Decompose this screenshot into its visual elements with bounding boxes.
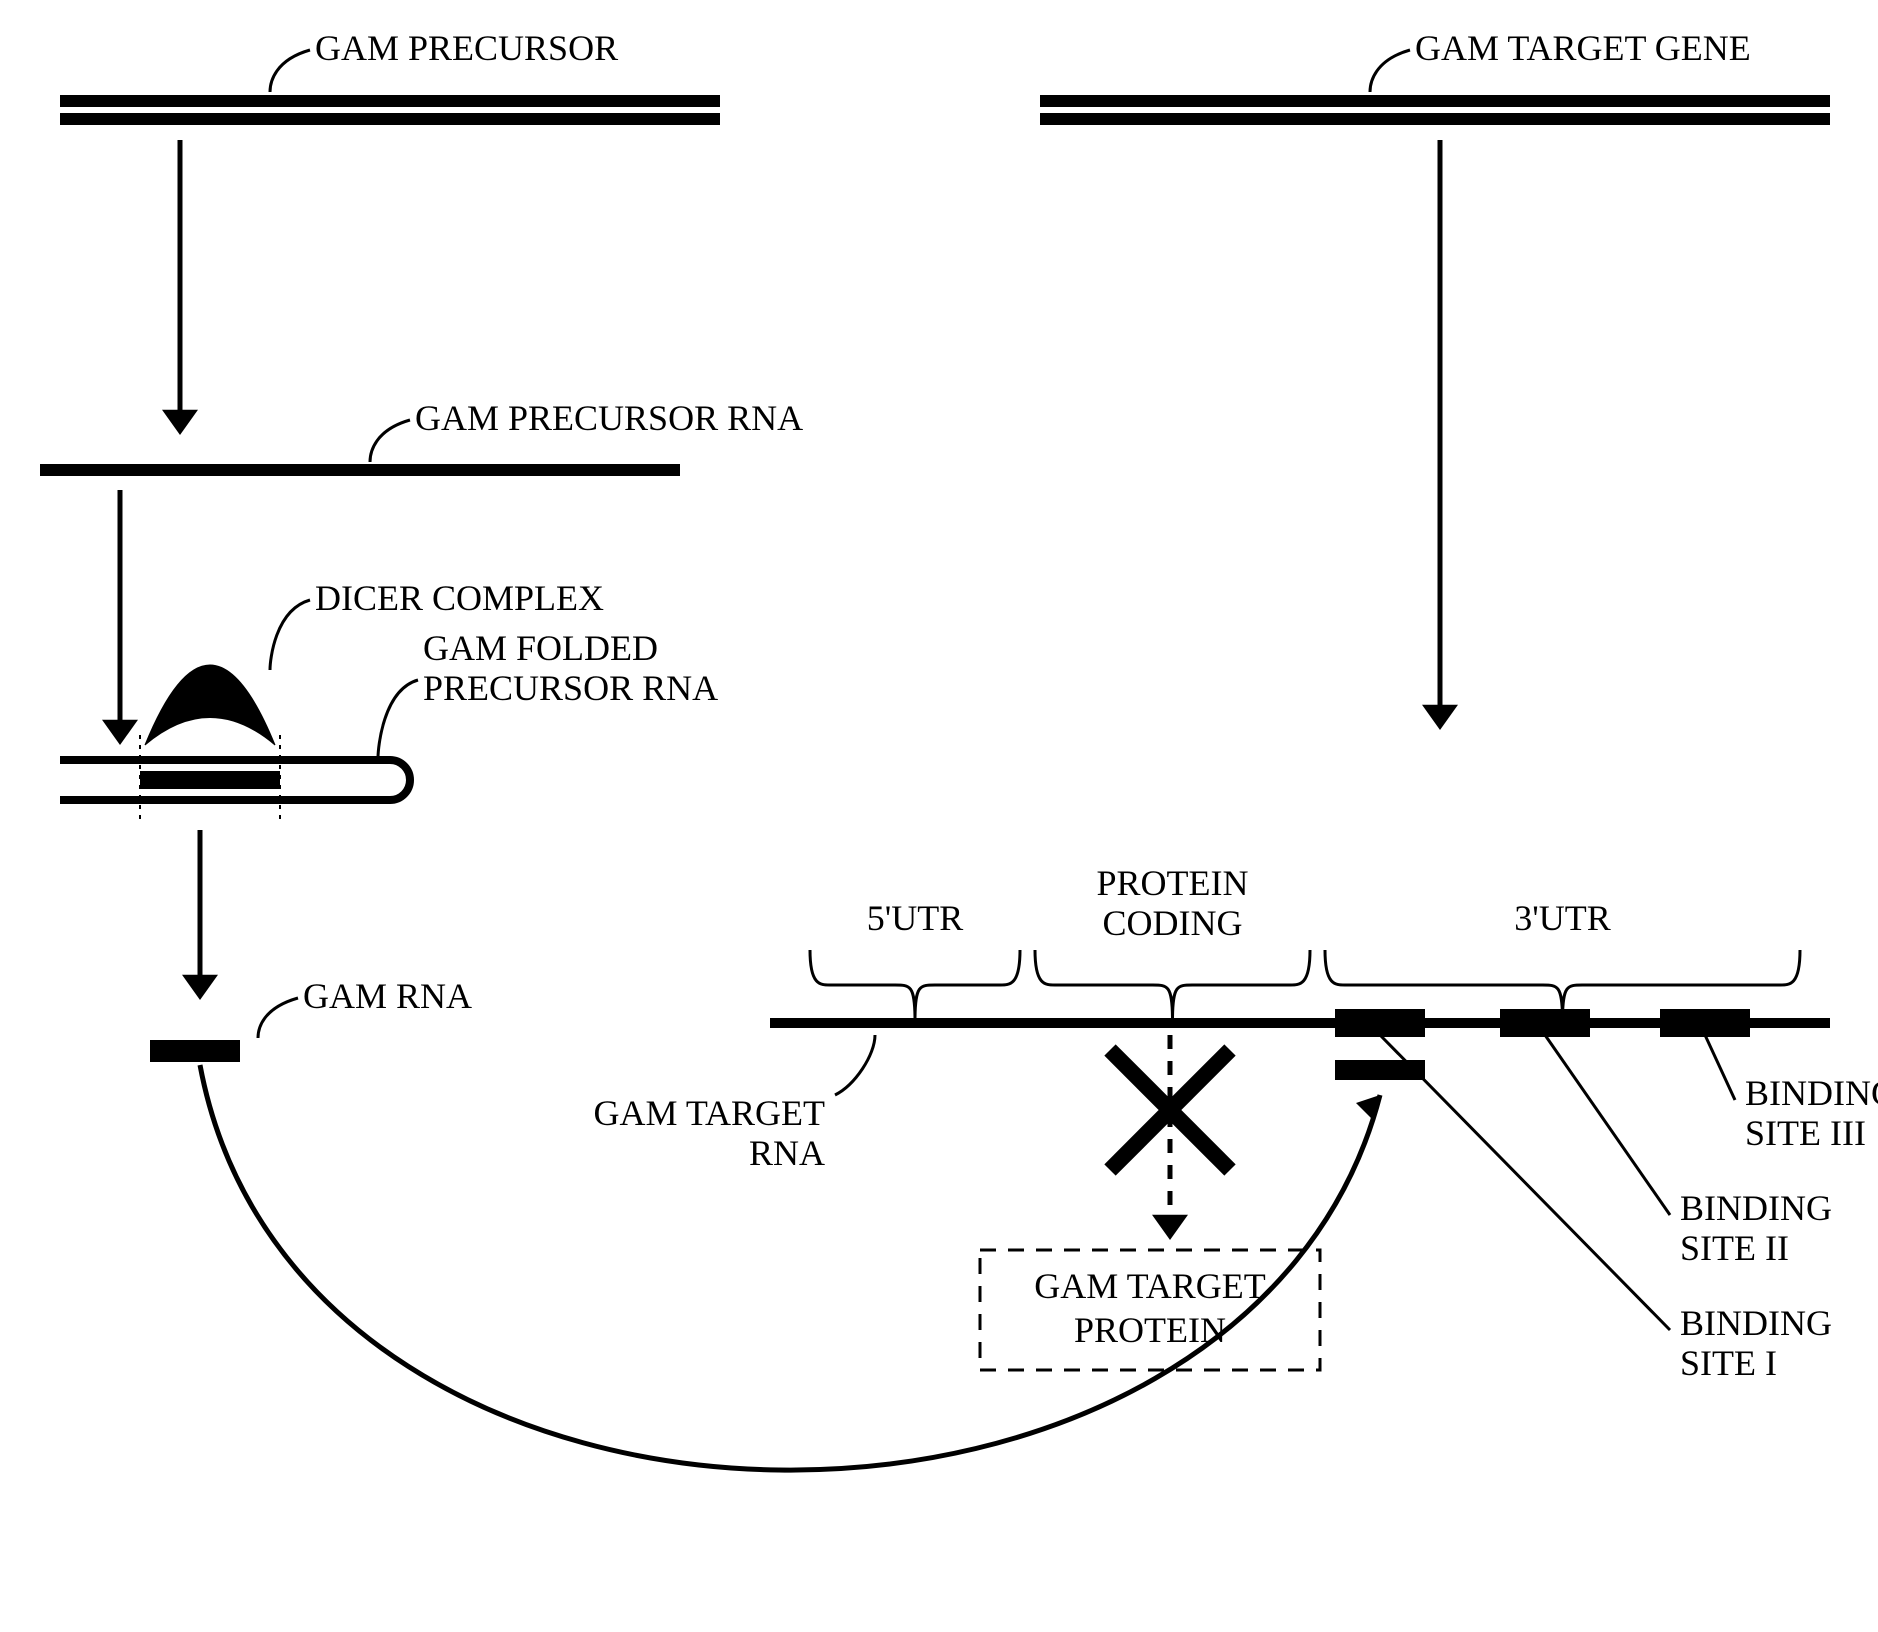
gam-rna-bar	[150, 1040, 240, 1062]
label-gam-target-gene: GAM TARGET GENE	[1415, 28, 1751, 68]
leader-gam-precursor-rna	[370, 420, 410, 462]
leader-gam-target-rna	[835, 1035, 875, 1095]
leader-folded-rna	[378, 680, 418, 758]
label-5utr: 5'UTR	[867, 898, 964, 938]
dicer-complex-icon	[145, 665, 275, 745]
label-bs1-l1: BINDING	[1680, 1303, 1832, 1343]
brace-icon	[810, 950, 1020, 1020]
label-folded-rna-l1: GAM FOLDED	[423, 628, 658, 668]
label-protein-coding-l2: CODING	[1103, 903, 1243, 943]
label-gam-target-rna-l2: RNA	[749, 1133, 825, 1173]
arrowhead-icon	[162, 410, 198, 435]
leader-bs2	[1545, 1035, 1670, 1215]
hairpin-duplex-bar	[140, 771, 280, 789]
arrowhead-icon	[102, 720, 138, 745]
label-protein-coding-l1: PROTEIN	[1097, 863, 1249, 903]
leader-bs1	[1380, 1035, 1670, 1330]
diagram-canvas: GAM PRECURSOR GAM TARGET GENE GAM PRECURSO…	[0, 0, 1878, 1632]
label-bs3-l2: SITE III	[1745, 1113, 1866, 1153]
arrowhead-icon	[1356, 1095, 1380, 1121]
label-bs2-l1: BINDING	[1680, 1188, 1832, 1228]
binding-site-3-block	[1660, 1009, 1750, 1037]
leader-dicer	[270, 600, 310, 670]
binding-site-1-block	[1335, 1009, 1425, 1037]
label-gam-target-protein-l2: PROTEIN	[1074, 1310, 1226, 1350]
brace-icon	[1035, 950, 1310, 1020]
arrowhead-icon	[1152, 1215, 1188, 1240]
bound-gam-rna-bar	[1335, 1060, 1425, 1080]
label-bs1-l2: SITE I	[1680, 1343, 1777, 1383]
leader-bs3	[1705, 1035, 1735, 1100]
label-gam-target-protein-l1: GAM TARGET	[1034, 1266, 1265, 1306]
label-gam-precursor: GAM PRECURSOR	[315, 28, 618, 68]
label-3utr: 3'UTR	[1514, 898, 1611, 938]
leader-gam-precursor	[270, 50, 310, 92]
label-gam-rna: GAM RNA	[303, 976, 472, 1016]
leader-gam-rna	[258, 998, 298, 1038]
label-gam-precursor-rna: GAM PRECURSOR RNA	[415, 398, 803, 438]
arrowhead-icon	[1422, 705, 1458, 730]
binding-site-2-block	[1500, 1009, 1590, 1037]
label-folded-rna-l2: PRECURSOR RNA	[423, 668, 718, 708]
label-gam-target-rna-l1: GAM TARGET	[594, 1093, 825, 1133]
label-bs2-l2: SITE II	[1680, 1228, 1789, 1268]
label-bs3-l1: BINDING	[1745, 1073, 1878, 1113]
label-dicer-complex: DICER COMPLEX	[315, 578, 604, 618]
leader-gam-target-gene	[1370, 50, 1410, 92]
arrowhead-icon	[182, 975, 218, 1000]
